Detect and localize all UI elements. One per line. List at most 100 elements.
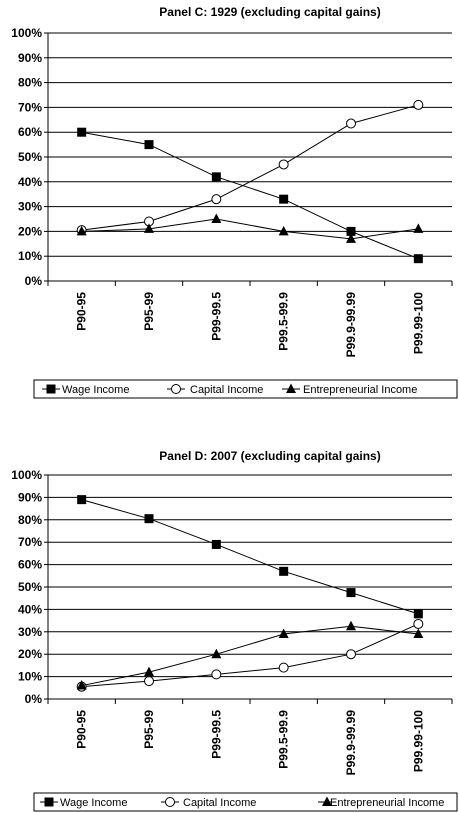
legend-label: Wage Income: [62, 384, 129, 396]
series-wage-income: [77, 495, 423, 619]
data-point: [144, 514, 154, 524]
legend-marker: [286, 383, 296, 393]
y-tick-label: 40%: [18, 602, 42, 616]
legend-item: Capital Income: [161, 797, 256, 809]
legend-label: Entrepreneurial Income: [303, 384, 417, 396]
y-tick-label: 30%: [18, 625, 42, 639]
x-tick-label: P99.9-99.99: [344, 710, 358, 776]
legend-box: [33, 792, 458, 812]
y-tick-label: 80%: [18, 513, 42, 527]
data-point: [211, 213, 222, 223]
chart-title: Panel C: 1929 (excluding capital gains): [159, 5, 380, 19]
legend: Wage Income Capital Income Entrepreneurial…: [33, 792, 458, 812]
data-point: [413, 609, 423, 619]
legend: Wage Income Capital Income Entrepreneurial…: [33, 379, 458, 399]
chart-title: Panel D: 2007 (excluding capital gains): [159, 449, 380, 463]
y-tick-label: 50%: [18, 150, 42, 164]
x-tick-label: P99.99-100: [411, 292, 425, 354]
x-tick-label: P99.5-99.9: [277, 710, 291, 769]
legend-marker: [44, 797, 54, 807]
legend-label: Capital Income: [190, 384, 263, 396]
data-point: [76, 225, 87, 236]
series-entrepreneurial-income: [76, 620, 424, 690]
legend-item: Entrepreneurial Income: [318, 796, 444, 809]
x-tick-label: P90-95: [75, 292, 89, 331]
data-point: [346, 118, 356, 129]
data-point: [77, 495, 87, 505]
x-tick-label: P99-99.5: [209, 292, 223, 341]
x-tick-label: P99.5-99.9: [277, 292, 291, 351]
x-tick-label: P99-99.5: [209, 710, 223, 759]
panel-c: Panel C: 1929 (excluding capital gains) 0…: [11, 5, 458, 399]
data-point: [279, 194, 289, 204]
x-tick-label: P99.9-99.99: [344, 292, 358, 358]
data-point: [346, 620, 356, 631]
legend-item: Capital Income: [167, 384, 263, 396]
data-point: [346, 233, 356, 243]
legend-item: Entrepreneurial Income: [282, 383, 417, 396]
series-wage-income: [77, 127, 423, 264]
legend-label: Wage Income: [60, 797, 127, 809]
data-point: [211, 648, 222, 659]
series-entrepreneurial-income: [76, 213, 424, 243]
legend-marker: [322, 796, 332, 806]
y-tick-label: 100%: [11, 468, 42, 482]
data-point: [346, 588, 356, 598]
data-point: [144, 140, 154, 150]
data-point: [76, 680, 87, 690]
y-tick-label: 20%: [18, 224, 42, 238]
data-point: [413, 223, 424, 233]
data-point: [211, 669, 222, 680]
y-tick-label: 70%: [18, 535, 42, 549]
data-point: [77, 127, 87, 137]
series-line: [81, 104, 419, 231]
data-point: [278, 662, 289, 673]
legend-box: [33, 379, 458, 399]
x-tick-label: P95-99: [142, 292, 156, 331]
data-point: [278, 159, 289, 170]
legend-item: Wage Income: [40, 797, 127, 809]
y-tick-label: 90%: [18, 490, 42, 504]
series-line: [81, 625, 419, 687]
series-line: [81, 131, 419, 260]
data-point: [144, 666, 154, 677]
legend-label: Entrepreneurial Income: [330, 797, 444, 809]
y-tick-label: 10%: [18, 670, 42, 684]
data-point: [211, 172, 221, 182]
y-tick-label: 60%: [18, 125, 42, 139]
x-tick-label: P99.99-100: [411, 710, 425, 772]
panel-d: Panel D: 2007 (excluding capital gains) 0…: [11, 449, 458, 812]
data-point: [211, 539, 221, 549]
y-tick-label: 30%: [18, 200, 42, 214]
data-point: [144, 223, 154, 233]
y-tick-label: 70%: [18, 100, 42, 114]
data-point: [211, 194, 222, 205]
legend-marker: [171, 384, 181, 394]
data-point: [346, 226, 356, 236]
y-tick-label: 50%: [18, 580, 42, 594]
x-tick-label: P90-95: [75, 710, 89, 749]
data-point: [279, 566, 289, 576]
series-line: [81, 499, 419, 615]
data-point: [278, 225, 289, 236]
series-capital-income: [76, 99, 424, 236]
data-point: [413, 618, 424, 629]
y-tick-label: 0%: [25, 692, 43, 706]
legend-item: Wage Income: [42, 384, 129, 396]
series-line: [81, 623, 419, 688]
data-point: [413, 628, 424, 639]
y-tick-label: 100%: [11, 26, 42, 40]
legend-marker: [165, 797, 175, 807]
data-point: [346, 649, 356, 660]
y-tick-label: 10%: [18, 249, 42, 263]
y-tick-label: 60%: [18, 558, 42, 572]
series-line: [81, 218, 419, 240]
data-point: [144, 676, 154, 687]
data-point: [413, 99, 424, 110]
y-tick-label: 0%: [25, 274, 43, 288]
legend-label: Capital Income: [183, 797, 256, 809]
data-point: [413, 254, 423, 264]
y-tick-label: 20%: [18, 647, 42, 661]
y-tick-label: 40%: [18, 175, 42, 189]
